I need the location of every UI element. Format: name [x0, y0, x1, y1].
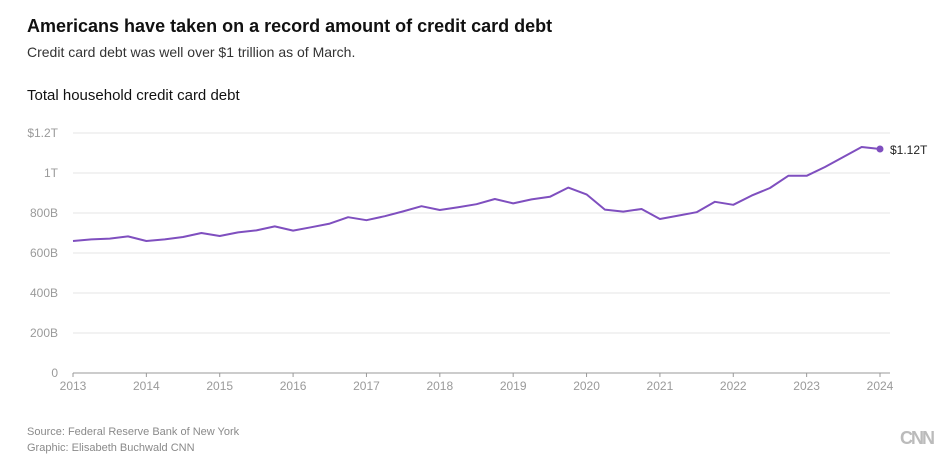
- x-tick-label: 2013: [60, 379, 87, 393]
- x-tick-label: 2014: [133, 379, 160, 393]
- x-tick-label: 2017: [353, 379, 380, 393]
- x-tick-label: 2021: [647, 379, 674, 393]
- source-note: Source: Federal Reserve Bank of New York: [27, 426, 240, 438]
- x-tick-label: 2022: [720, 379, 747, 393]
- y-tick-label: 1T: [44, 166, 59, 180]
- cnn-logo: CNN: [900, 428, 935, 448]
- x-tick-label: 2020: [573, 379, 600, 393]
- y-tick-label: 400B: [30, 286, 58, 300]
- end-value-label: $1.12T: [890, 143, 928, 157]
- x-tick-label: 2016: [280, 379, 307, 393]
- chart-title: Americans have taken on a record amount …: [27, 16, 553, 36]
- x-tick-label: 2018: [426, 379, 453, 393]
- y-tick-label: 800B: [30, 206, 58, 220]
- x-tick-label: 2023: [793, 379, 820, 393]
- y-tick-label: $1.2T: [27, 126, 58, 140]
- graphic-credit: Graphic: Elisabeth Buchwald CNN: [27, 442, 195, 454]
- series-line: [72, 146, 881, 242]
- y-tick-label: 200B: [30, 326, 58, 340]
- chart-subtitle: Credit card debt was well over $1 trilli…: [27, 44, 356, 60]
- y-tick-label: 0: [51, 366, 58, 380]
- y-tick-label: 600B: [30, 246, 58, 260]
- chart-heading: Total household credit card debt: [27, 87, 240, 104]
- x-tick-label: 2024: [867, 379, 894, 393]
- end-point: [876, 145, 884, 153]
- x-tick-label: 2019: [500, 379, 527, 393]
- x-tick-label: 2015: [206, 379, 233, 393]
